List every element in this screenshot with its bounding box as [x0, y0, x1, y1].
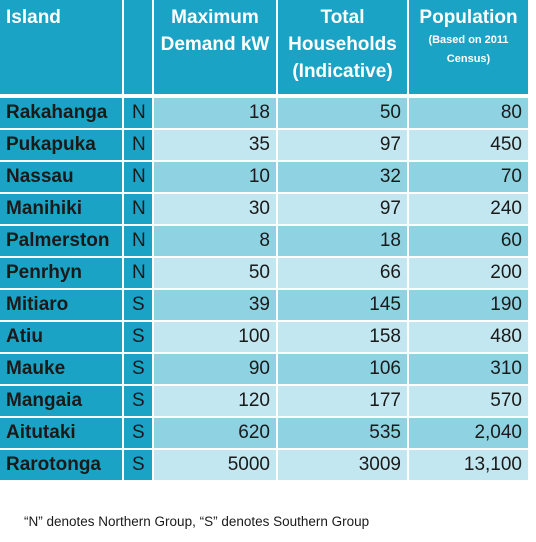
cell-total-households: 97	[278, 194, 407, 224]
cell-total-households: 50	[278, 98, 407, 128]
table-row: Mauke S 90 106 310	[0, 354, 528, 384]
cell-island: Rarotonga	[0, 450, 122, 480]
footnote: “N” denotes Northern Group, “S” denotes …	[24, 514, 370, 529]
cell-population: 70	[409, 162, 528, 192]
cell-population: 80	[409, 98, 528, 128]
header-row: Island Maximum Demand kW Total Household…	[0, 0, 528, 94]
island-data-table: Island Maximum Demand kW Total Household…	[0, 0, 528, 480]
cell-group: S	[124, 418, 152, 448]
table-row: Rakahanga N 18 50 80	[0, 98, 528, 128]
header-population: Population (Based on 2011 Census)	[409, 0, 528, 94]
cell-maximum-demand: 30	[154, 194, 276, 224]
cell-population: 480	[409, 322, 528, 352]
cell-population: 450	[409, 130, 528, 160]
cell-population: 190	[409, 290, 528, 320]
cell-total-households: 18	[278, 226, 407, 256]
cell-total-households: 158	[278, 322, 407, 352]
cell-group: N	[124, 162, 152, 192]
cell-island: Penrhyn	[0, 258, 122, 288]
cell-population: 570	[409, 386, 528, 416]
cell-group: S	[124, 450, 152, 480]
cell-maximum-demand: 50	[154, 258, 276, 288]
header-population-label: Population	[419, 7, 518, 28]
table-row: Rarotonga S 5000 3009 13,100	[0, 450, 528, 480]
cell-total-households: 66	[278, 258, 407, 288]
table-row: Atiu S 100 158 480	[0, 322, 528, 352]
cell-island: Atiu	[0, 322, 122, 352]
cell-total-households: 97	[278, 130, 407, 160]
cell-population: 310	[409, 354, 528, 384]
cell-group: N	[124, 226, 152, 256]
table-row: Palmerston N 8 18 60	[0, 226, 528, 256]
cell-total-households: 3009	[278, 450, 407, 480]
data-table: Island Maximum Demand kW Total Household…	[0, 0, 528, 480]
cell-group: N	[124, 258, 152, 288]
cell-maximum-demand: 620	[154, 418, 276, 448]
cell-total-households: 106	[278, 354, 407, 384]
cell-maximum-demand: 8	[154, 226, 276, 256]
cell-maximum-demand: 10	[154, 162, 276, 192]
cell-group: N	[124, 130, 152, 160]
table-row: Nassau N 10 32 70	[0, 162, 528, 192]
cell-maximum-demand: 90	[154, 354, 276, 384]
cell-population: 240	[409, 194, 528, 224]
cell-group: S	[124, 322, 152, 352]
cell-population: 13,100	[409, 450, 528, 480]
cell-population: 200	[409, 258, 528, 288]
table-row: Mitiaro S 39 145 190	[0, 290, 528, 320]
cell-group: S	[124, 354, 152, 384]
cell-island: Rakahanga	[0, 98, 122, 128]
cell-total-households: 177	[278, 386, 407, 416]
cell-island: Mauke	[0, 354, 122, 384]
cell-island: Aitutaki	[0, 418, 122, 448]
cell-group: S	[124, 386, 152, 416]
table-row: Aitutaki S 620 535 2,040	[0, 418, 528, 448]
cell-group: N	[124, 194, 152, 224]
cell-group: S	[124, 290, 152, 320]
header-group	[124, 0, 152, 94]
table-body: Rakahanga N 18 50 80 Pukapuka N 35 97 450 Nassau N 1…	[0, 98, 528, 480]
cell-total-households: 145	[278, 290, 407, 320]
cell-island: Nassau	[0, 162, 122, 192]
cell-maximum-demand: 39	[154, 290, 276, 320]
table-row: Mangaia S 120 177 570	[0, 386, 528, 416]
header-maximum-demand: Maximum Demand kW	[154, 0, 276, 94]
header-total-households: Total Households (Indicative)	[278, 0, 407, 94]
table-row: Manihiki N 30 97 240	[0, 194, 528, 224]
cell-island: Manihiki	[0, 194, 122, 224]
cell-total-households: 32	[278, 162, 407, 192]
cell-population: 60	[409, 226, 528, 256]
cell-group: N	[124, 98, 152, 128]
cell-island: Mitiaro	[0, 290, 122, 320]
table-row: Pukapuka N 35 97 450	[0, 130, 528, 160]
cell-island: Mangaia	[0, 386, 122, 416]
cell-maximum-demand: 18	[154, 98, 276, 128]
cell-population: 2,040	[409, 418, 528, 448]
cell-total-households: 535	[278, 418, 407, 448]
cell-island: Palmerston	[0, 226, 122, 256]
cell-maximum-demand: 35	[154, 130, 276, 160]
cell-maximum-demand: 5000	[154, 450, 276, 480]
cell-maximum-demand: 120	[154, 386, 276, 416]
cell-island: Pukapuka	[0, 130, 122, 160]
header-island: Island	[0, 0, 122, 94]
table-row: Penrhyn N 50 66 200	[0, 258, 528, 288]
cell-maximum-demand: 100	[154, 322, 276, 352]
header-population-note: (Based on 2011 Census)	[428, 34, 509, 65]
